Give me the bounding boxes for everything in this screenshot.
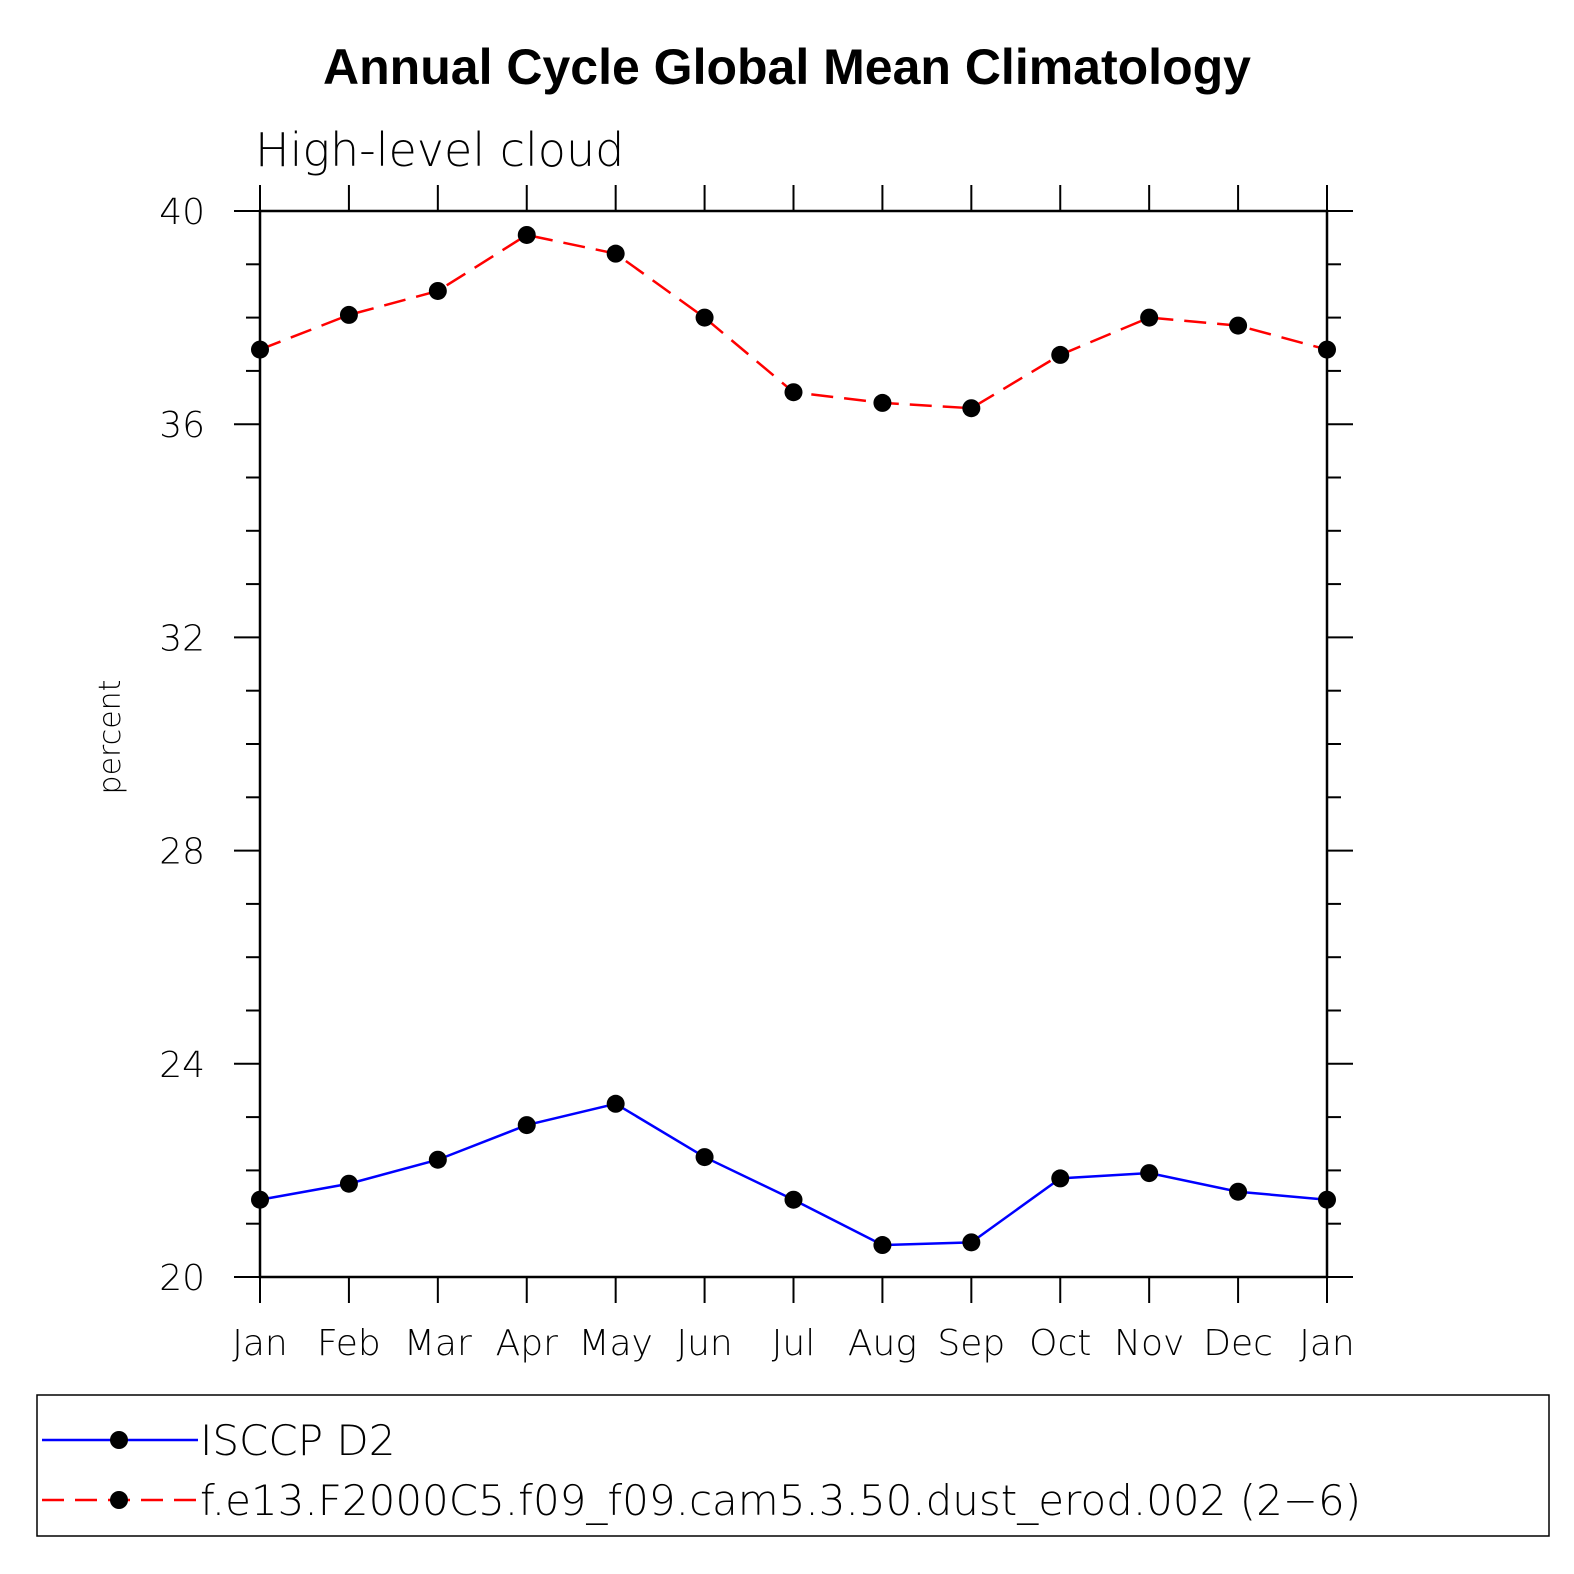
y-tick-label: 32 (159, 618, 205, 659)
data-point (962, 1233, 981, 1252)
data-point (784, 1190, 803, 1209)
x-tick-label: Apr (496, 1323, 558, 1364)
y-axis-label: percent (93, 680, 128, 795)
data-point (873, 393, 892, 412)
data-point (1051, 1169, 1070, 1188)
data-point (517, 225, 536, 244)
chart-title: Annual Cycle Global Mean Climatology (323, 39, 1251, 95)
data-point (428, 1150, 447, 1169)
data-point (1229, 316, 1248, 335)
data-point (962, 399, 981, 418)
data-point (695, 308, 714, 327)
x-tick-label: Oct (1029, 1323, 1091, 1364)
x-tick-label: Aug (848, 1323, 917, 1364)
data-point (428, 281, 447, 300)
chart-subtitle: High-level cloud (255, 123, 624, 177)
data-point (784, 383, 803, 402)
data-point (606, 1094, 625, 1113)
data-point (695, 1148, 714, 1167)
data-point (1318, 1190, 1336, 1209)
data-point (873, 1236, 892, 1255)
y-tick-label: 36 (159, 405, 205, 446)
legend-marker (110, 1491, 128, 1509)
x-tick-label: Jan (1299, 1323, 1355, 1364)
data-point (339, 305, 358, 324)
data-point (1140, 308, 1159, 327)
series-line (259, 233, 1328, 410)
y-tick-label: 24 (159, 1045, 205, 1086)
legend-label: ISCCP D2 (200, 1416, 395, 1465)
x-tick-label: Feb (317, 1323, 381, 1364)
x-tick-label: Dec (1203, 1323, 1273, 1364)
y-axis-ticks: 20 24 28 32 36 40 (159, 192, 1353, 1299)
x-tick-label: May (578, 1323, 652, 1364)
data-point (517, 1116, 536, 1135)
x-tick-label: Jun (676, 1323, 732, 1364)
plot-frame (258, 209, 1329, 1279)
data-point (1229, 1182, 1248, 1201)
data-point (251, 1190, 269, 1209)
y-tick-label: 20 (159, 1258, 205, 1299)
legend-label: f.e13.F2000C5.f09_f09.cam5.3.50.dust_ero… (200, 1476, 1361, 1525)
x-axis-ticks: Jan Feb Mar Apr May Jun Jul Aug Sep Oct Nov Dec Jan (232, 185, 1355, 1364)
plot-axes (258, 209, 1329, 1279)
y-tick-label: 28 (159, 832, 205, 873)
legend-marker (110, 1431, 128, 1449)
data-point (606, 244, 625, 263)
series-layer (251, 225, 1336, 1255)
x-tick-label: Sep (937, 1323, 1005, 1364)
data-point (1318, 340, 1336, 359)
legend: ISCCP D2 f.e13.F2000C5.f09_f09.cam5.3.50.… (36, 1394, 1550, 1537)
data-point (339, 1174, 358, 1193)
data-point (251, 340, 269, 359)
x-tick-label: Jan (232, 1323, 288, 1364)
series-2 (251, 225, 1336, 418)
data-point (1051, 345, 1070, 364)
y-tick-label: 40 (159, 192, 205, 233)
series-1 (251, 1094, 1336, 1255)
x-tick-label: Mar (404, 1323, 472, 1364)
x-tick-label: Jul (772, 1323, 815, 1364)
legend-box (36, 1394, 1550, 1537)
data-point (1140, 1164, 1159, 1183)
series-line (259, 1102, 1328, 1247)
x-tick-label: Nov (1114, 1323, 1184, 1364)
